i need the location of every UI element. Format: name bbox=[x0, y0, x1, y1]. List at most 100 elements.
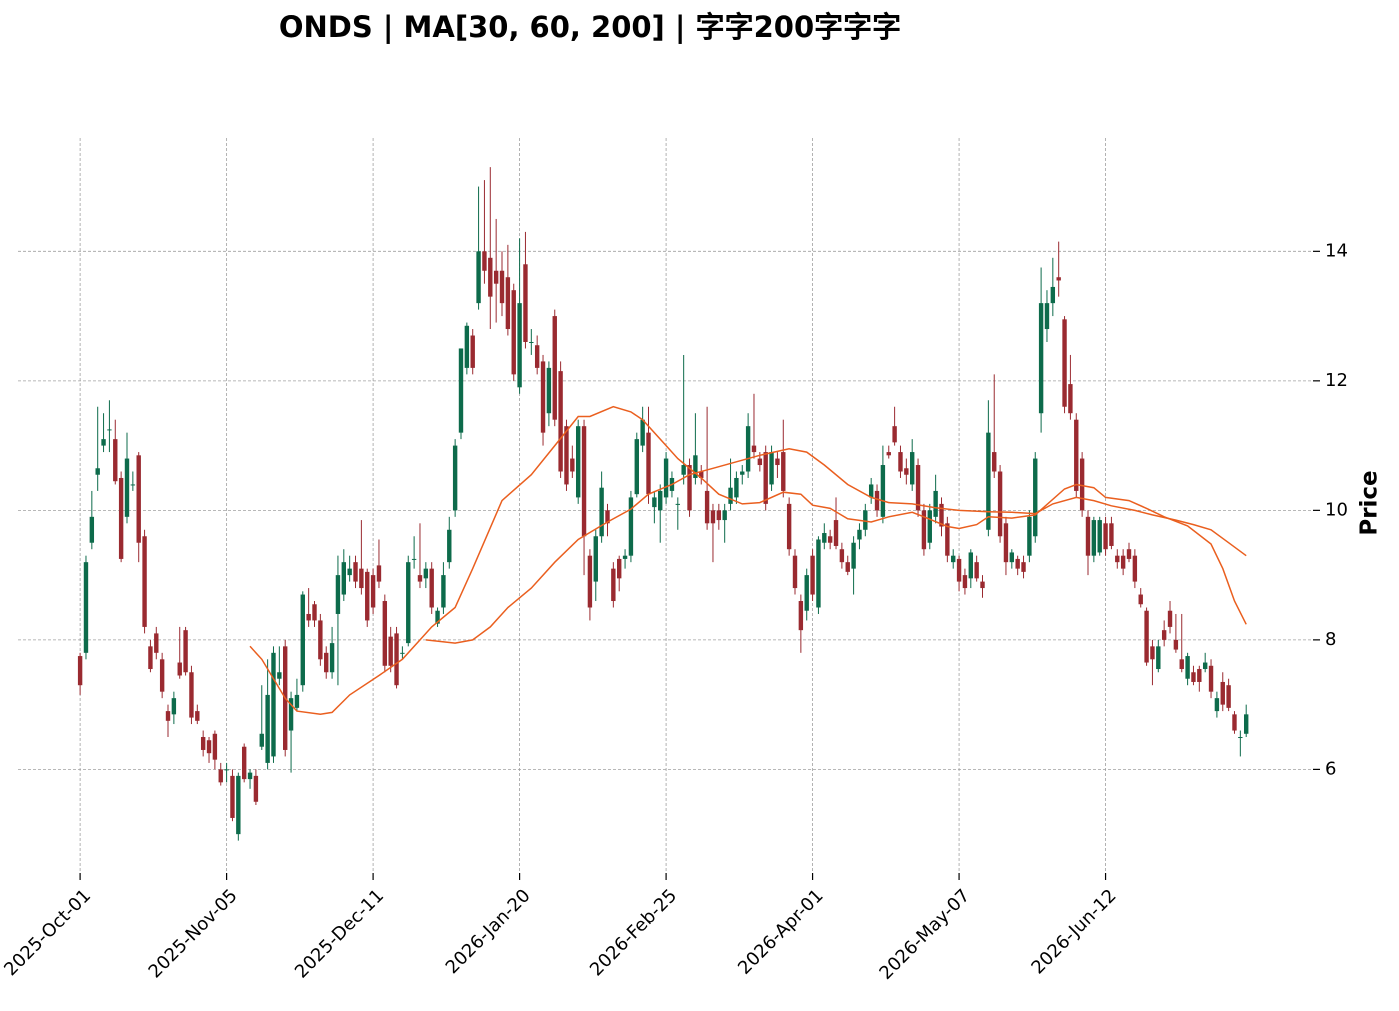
candle-body bbox=[347, 568, 352, 576]
candle-body bbox=[675, 503, 681, 505]
candle-body bbox=[406, 562, 411, 644]
candle-body bbox=[1027, 516, 1032, 556]
candle-body bbox=[300, 594, 305, 686]
moving-average-line bbox=[425, 448, 1247, 644]
candle-body bbox=[898, 452, 903, 472]
candle-body bbox=[447, 529, 452, 563]
candle-body bbox=[324, 652, 329, 673]
candle-body bbox=[992, 452, 997, 472]
candle-body bbox=[224, 769, 229, 771]
candle-body bbox=[107, 429, 112, 431]
candle-body bbox=[810, 555, 815, 595]
candle-body bbox=[206, 740, 212, 754]
candle-body bbox=[1132, 555, 1138, 582]
candle-body bbox=[1050, 286, 1056, 304]
candle-body bbox=[845, 562, 850, 572]
candle-body bbox=[154, 633, 159, 653]
candle-body bbox=[118, 477, 124, 559]
candle-body bbox=[822, 533, 827, 543]
x-tick-label: 2026-Apr-01 bbox=[734, 885, 828, 979]
candle-body bbox=[253, 775, 259, 802]
candle-body bbox=[341, 562, 347, 595]
candle-body bbox=[1044, 303, 1050, 330]
candle-body bbox=[429, 568, 434, 608]
candle-body bbox=[1220, 681, 1225, 705]
candle-body bbox=[798, 601, 804, 631]
candle-body bbox=[1214, 698, 1220, 712]
candle-body bbox=[101, 439, 106, 446]
candle-body bbox=[857, 529, 862, 540]
candle-body bbox=[716, 510, 722, 521]
candle-body bbox=[1191, 672, 1196, 682]
candle-body bbox=[124, 458, 130, 517]
candle-body bbox=[904, 468, 909, 475]
candle-body bbox=[962, 575, 968, 589]
candle-body bbox=[353, 562, 358, 582]
candle-body bbox=[945, 523, 950, 556]
candle-body bbox=[763, 452, 768, 504]
candle-body bbox=[699, 471, 704, 478]
candle-body bbox=[1173, 639, 1179, 650]
candle-body bbox=[382, 601, 388, 666]
candle-body bbox=[710, 510, 716, 524]
candle-body bbox=[312, 604, 317, 621]
candle-body bbox=[230, 775, 235, 818]
candle-body bbox=[745, 426, 751, 472]
candle-body bbox=[1062, 319, 1067, 407]
candle-body bbox=[775, 458, 780, 466]
candle-body bbox=[740, 471, 745, 475]
candle-body bbox=[863, 510, 868, 530]
candle-body bbox=[951, 555, 956, 563]
candle-body bbox=[458, 348, 464, 433]
candle-body bbox=[417, 575, 423, 582]
candle-body bbox=[517, 303, 522, 388]
candle-body bbox=[499, 270, 505, 304]
candle-body bbox=[177, 662, 182, 676]
candle-body bbox=[265, 694, 270, 763]
x-tick-label: 2025-Oct-01 bbox=[0, 885, 95, 980]
candle-body bbox=[827, 536, 833, 543]
candle-body bbox=[628, 497, 634, 556]
y-tick-label: 8 bbox=[1325, 629, 1336, 650]
candle-body bbox=[165, 711, 171, 721]
candle-body bbox=[435, 610, 440, 624]
candle-body bbox=[529, 341, 534, 343]
candle-body bbox=[482, 251, 487, 271]
candle-body bbox=[505, 277, 511, 330]
candle-body bbox=[728, 487, 733, 504]
y-tick-label: 12 bbox=[1325, 370, 1348, 391]
candle-body bbox=[1033, 458, 1038, 537]
candle-body bbox=[786, 503, 792, 550]
candle-body bbox=[1179, 659, 1184, 670]
candle-body bbox=[130, 484, 136, 486]
candle-body bbox=[693, 455, 698, 478]
candle-body bbox=[734, 477, 739, 498]
candle-body bbox=[241, 746, 247, 780]
candle-body bbox=[113, 439, 118, 482]
candle-body bbox=[236, 775, 241, 835]
candle-body bbox=[394, 633, 399, 686]
candle-body bbox=[171, 698, 177, 715]
y-axis-label: Price bbox=[1357, 470, 1383, 535]
candle-body bbox=[1103, 523, 1108, 550]
candle-body bbox=[939, 503, 944, 527]
candle-body bbox=[1161, 630, 1167, 640]
candle-body bbox=[1079, 458, 1085, 511]
candle-body bbox=[89, 516, 95, 543]
candle-body bbox=[804, 575, 809, 611]
candle-body bbox=[523, 264, 528, 342]
y-tick-label: 6 bbox=[1325, 758, 1336, 779]
candle-body bbox=[593, 536, 598, 582]
y-tick-label: 10 bbox=[1325, 499, 1348, 520]
candle-body bbox=[540, 361, 546, 433]
candle-body bbox=[370, 575, 376, 608]
candle-body bbox=[611, 568, 616, 602]
candle-body bbox=[1197, 669, 1202, 682]
candle-body bbox=[423, 568, 429, 579]
candle-body bbox=[1126, 549, 1132, 559]
x-tick-label: 2026-May-07 bbox=[875, 885, 974, 984]
candle-body bbox=[183, 630, 188, 673]
candle-body bbox=[318, 620, 323, 660]
candle-body bbox=[839, 549, 845, 563]
